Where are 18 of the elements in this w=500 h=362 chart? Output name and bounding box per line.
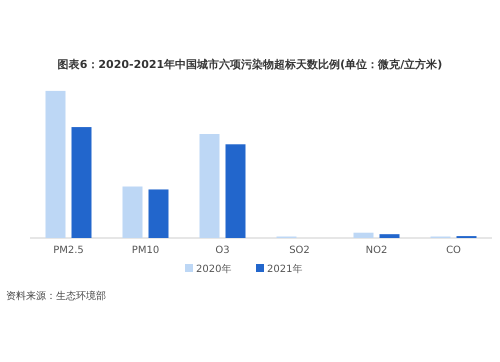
x-tick-label: O3 [215,245,230,256]
chart-title: 图表6：2020-2021年中国城市六项污染物超标天数比例(单位：微克/立方米) [58,58,442,71]
legend-label: 2021年 [267,263,302,275]
bar [354,232,374,238]
text: 资料来源：生态环境部 [6,290,106,302]
bar [72,127,92,238]
bar [226,144,246,238]
bar [200,134,220,238]
legend-label: 2020年 [196,263,232,275]
bar [380,234,400,238]
x-tick-label: CO [446,245,462,256]
bar [122,186,142,238]
x-tick-label: NO2 [366,245,388,256]
x-tick-label: SO2 [289,245,310,256]
x-tick-label: PM2.5 [53,245,84,256]
x-tick-label: PM10 [132,245,160,256]
bar [148,189,168,238]
bar [46,90,66,238]
